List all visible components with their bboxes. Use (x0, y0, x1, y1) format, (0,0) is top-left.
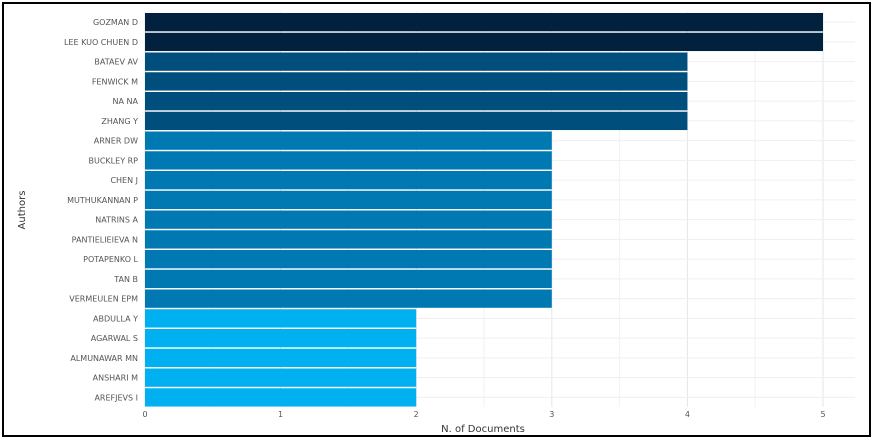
grid-lines (144, 12, 855, 407)
bar[interactable] (145, 32, 823, 52)
y-tick-label: ZHANG Y (101, 117, 138, 126)
bar[interactable] (145, 52, 688, 71)
bars (145, 13, 823, 407)
y-tick-label: NATRINS A (95, 216, 138, 225)
x-tick-label: 5 (820, 410, 825, 419)
x-tick-label: 0 (142, 410, 147, 419)
y-tick-label: LEE KUO CHUEN D (64, 38, 138, 47)
y-tick-label: ABDULLA Y (93, 314, 138, 323)
y-tick-label: AGARWAL S (91, 334, 138, 343)
y-tick-label: VERMEULEN EPM (69, 295, 138, 304)
x-tick-labels: 0 1 2 3 4 5 (142, 410, 825, 419)
y-tick-label: AREFJEVS I (94, 393, 138, 402)
y-tick-label: PANTIELIEIEVA N (72, 235, 138, 244)
y-tick-labels: GOZMAN D LEE KUO CHUEN D BATAEV AV FENWICK … (64, 18, 139, 402)
bar[interactable] (145, 72, 688, 91)
bar[interactable] (145, 368, 417, 387)
x-tick-label: 3 (549, 410, 554, 419)
y-tick-label: FENWICK M (92, 77, 138, 86)
bar[interactable] (145, 269, 552, 289)
bar[interactable] (145, 210, 552, 229)
y-tick-label: TAN B (113, 275, 138, 284)
y-tick-label: BATAEV AV (94, 58, 138, 67)
x-tick-label: 4 (685, 410, 690, 419)
y-tick-label: CHEN J (110, 176, 138, 185)
y-tick-label: ALMUNAWAR MN (70, 354, 138, 363)
y-tick-label: NA NA (113, 97, 139, 106)
y-tick-label: POTAPENKO L (83, 255, 138, 264)
y-axis-title: Authors (17, 191, 28, 230)
bar[interactable] (145, 250, 552, 269)
bar[interactable] (145, 329, 417, 348)
bar[interactable] (145, 171, 552, 190)
bar[interactable] (145, 230, 552, 249)
bar[interactable] (145, 388, 417, 407)
y-tick-label: MUTHUKANNAN P (67, 196, 138, 205)
bar[interactable] (145, 289, 552, 308)
bar[interactable] (145, 111, 688, 131)
y-tick-label: ANSHARI M (93, 374, 138, 383)
x-tick-label: 1 (278, 410, 283, 419)
x-tick-label: 2 (414, 410, 419, 419)
y-tick-label: BUCKLEY RP (89, 156, 139, 165)
y-tick-label: ARNER DW (94, 137, 138, 146)
bar[interactable] (145, 13, 823, 32)
y-tick-label: GOZMAN D (93, 18, 138, 27)
x-axis-title: N. of Documents (441, 424, 525, 435)
bar[interactable] (145, 151, 552, 170)
bar[interactable] (145, 131, 552, 150)
bar[interactable] (145, 190, 552, 210)
bar[interactable] (145, 92, 688, 111)
bar[interactable] (145, 348, 417, 368)
bar[interactable] (145, 309, 417, 328)
